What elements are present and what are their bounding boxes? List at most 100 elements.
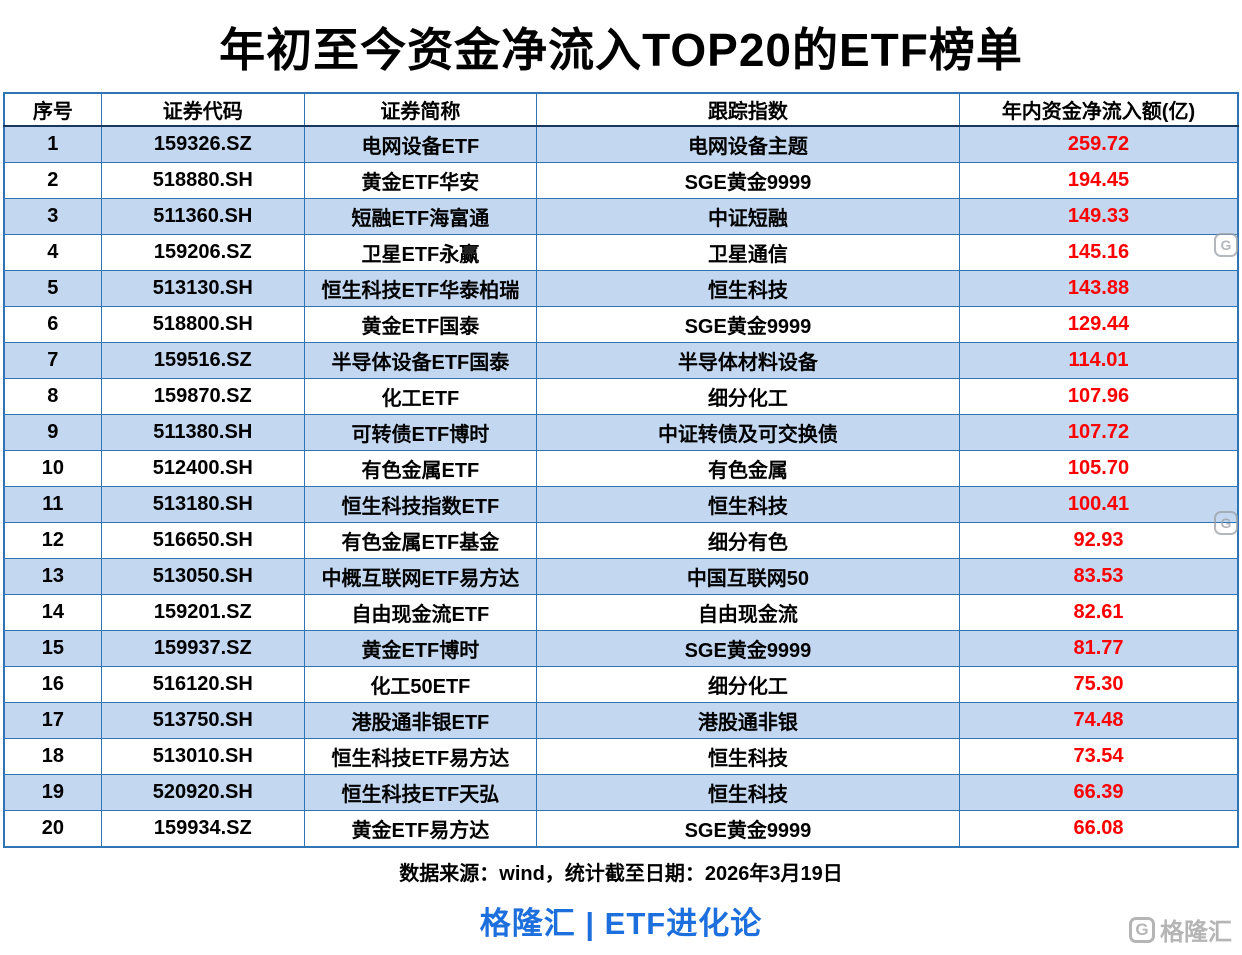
cell-index: SGE黄金9999 [535,810,960,848]
gelonghui-watermark-icon: G [1214,511,1238,535]
cell-inflow: 107.72 [958,414,1239,451]
table-body: 1 159326.SZ 电网设备ETF 电网设备主题 259.72 2 518880.SH 黄… [3,125,1239,848]
table-row: 16 516120.SH 化工50ETF 细分化工 75.30 [3,666,1239,703]
cell-code: 518800.SH [100,306,305,343]
cell-rank: 1 [3,125,102,163]
cell-name: 电网设备ETF [303,125,537,163]
cell-name: 化工ETF [303,378,537,415]
cell-index: 中证转债及可交换债 [535,414,960,451]
cell-inflow: 73.54 [958,738,1239,775]
cell-inflow: 143.88 [958,270,1239,307]
cell-name: 卫星ETF永赢 [303,234,537,271]
cell-rank: 8 [3,378,102,415]
column-header: 跟踪指数 [535,92,960,127]
column-header: 年内资金净流入额(亿) [958,92,1239,127]
cell-code: 511360.SH [100,198,305,235]
cell-index: SGE黄金9999 [535,630,960,667]
cell-code: 513050.SH [100,558,305,595]
table-row: 5 513130.SH 恒生科技ETF华泰柏瑞 恒生科技 143.88 [3,270,1239,307]
cell-name: 短融ETF海富通 [303,198,537,235]
cell-name: 港股通非银ETF [303,702,537,739]
cell-name: 自由现金流ETF [303,594,537,631]
cell-index: 细分化工 [535,666,960,703]
gelonghui-logo-icon: G [1129,916,1155,943]
cell-name: 有色金属ETF [303,450,537,487]
cell-inflow: 100.41 [958,486,1239,523]
etf-ranking-table: 序号 证券代码 证券简称 跟踪指数 年内资金净流入额(亿) 1 159326.SZ 电网设备… [3,92,1239,848]
cell-name: 恒生科技ETF易方达 [303,738,537,775]
cell-name: 半导体设备ETF国泰 [303,342,537,379]
cell-name: 黄金ETF国泰 [303,306,537,343]
table-row: 8 159870.SZ 化工ETF 细分化工 107.96 [3,378,1239,415]
table-row: 18 513010.SH 恒生科技ETF易方达 恒生科技 73.54 [3,738,1239,775]
cell-name: 恒生科技指数ETF [303,486,537,523]
cell-inflow: 66.08 [958,810,1239,848]
cell-inflow: 259.72 [958,125,1239,163]
table-row: 13 513050.SH 中概互联网ETF易方达 中国互联网50 83.53 [3,558,1239,595]
cell-index: 港股通非银 [535,702,960,739]
cell-inflow: 92.93 [958,522,1239,559]
cell-inflow: 114.01 [958,342,1239,379]
table-row: 20 159934.SZ 黄金ETF易方达 SGE黄金9999 66.08 [3,810,1239,848]
cell-code: 159516.SZ [100,342,305,379]
gelonghui-logo-text: 格隆汇 [1160,919,1232,946]
cell-inflow: 75.30 [958,666,1239,703]
cell-rank: 16 [3,666,102,703]
gelonghui-logo: G 格隆汇 [1129,912,1232,947]
cell-name: 可转债ETF博时 [303,414,537,451]
table-row: 19 520920.SH 恒生科技ETF天弘 恒生科技 66.39 [3,774,1239,811]
cell-rank: 7 [3,342,102,379]
cell-index: SGE黄金9999 [535,162,960,199]
cell-inflow: 145.16 [958,234,1239,271]
cell-name: 化工50ETF [303,666,537,703]
cell-inflow: 66.39 [958,774,1239,811]
cell-index: 中国互联网50 [535,558,960,595]
cell-code: 516650.SH [100,522,305,559]
cell-rank: 18 [3,738,102,775]
cell-name: 黄金ETF博时 [303,630,537,667]
cell-code: 513010.SH [100,738,305,775]
cell-rank: 20 [3,810,102,848]
cell-inflow: 82.61 [958,594,1239,631]
table-row: 3 511360.SH 短融ETF海富通 中证短融 149.33 [3,198,1239,235]
cell-code: 516120.SH [100,666,305,703]
cell-code: 518880.SH [100,162,305,199]
cell-code: 159937.SZ [100,630,305,667]
cell-rank: 6 [3,306,102,343]
cell-rank: 4 [3,234,102,271]
cell-inflow: 105.70 [958,450,1239,487]
cell-inflow: 81.77 [958,630,1239,667]
cell-code: 520920.SH [100,774,305,811]
cell-name: 恒生科技ETF华泰柏瑞 [303,270,537,307]
column-header: 证券代码 [100,92,305,127]
table-header: 序号 证券代码 证券简称 跟踪指数 年内资金净流入额(亿) [3,92,1239,127]
column-header: 序号 [3,92,102,127]
table-header-row: 序号 证券代码 证券简称 跟踪指数 年内资金净流入额(亿) [3,92,1239,127]
cell-rank: 17 [3,702,102,739]
brand-line: 格隆汇 | ETF进化论 [479,906,763,941]
table-row: 11 513180.SH 恒生科技指数ETF 恒生科技 100.41 [3,486,1239,523]
cell-index: 恒生科技 [535,738,960,775]
cell-rank: 13 [3,558,102,595]
table-row: 17 513750.SH 港股通非银ETF 港股通非银 74.48 [3,702,1239,739]
cell-inflow: 129.44 [958,306,1239,343]
cell-rank: 3 [3,198,102,235]
cell-rank: 14 [3,594,102,631]
cell-name: 恒生科技ETF天弘 [303,774,537,811]
table-row: 10 512400.SH 有色金属ETF 有色金属 105.70 [3,450,1239,487]
cell-index: 中证短融 [535,198,960,235]
table-row: 6 518800.SH 黄金ETF国泰 SGE黄金9999 129.44 [3,306,1239,343]
cell-rank: 15 [3,630,102,667]
table-row: 12 516650.SH 有色金属ETF基金 细分有色 92.93 [3,522,1239,559]
table-row: 1 159326.SZ 电网设备ETF 电网设备主题 259.72 [3,125,1239,163]
cell-index: 恒生科技 [535,774,960,811]
cell-index: 细分化工 [535,378,960,415]
cell-code: 513130.SH [100,270,305,307]
cell-code: 159326.SZ [100,125,305,163]
cell-rank: 10 [3,450,102,487]
table-row: 9 511380.SH 可转债ETF博时 中证转债及可交换债 107.72 [3,414,1239,451]
cell-code: 511380.SH [100,414,305,451]
table-row: 7 159516.SZ 半导体设备ETF国泰 半导体材料设备 114.01 [3,342,1239,379]
cell-rank: 5 [3,270,102,307]
cell-code: 159870.SZ [100,378,305,415]
